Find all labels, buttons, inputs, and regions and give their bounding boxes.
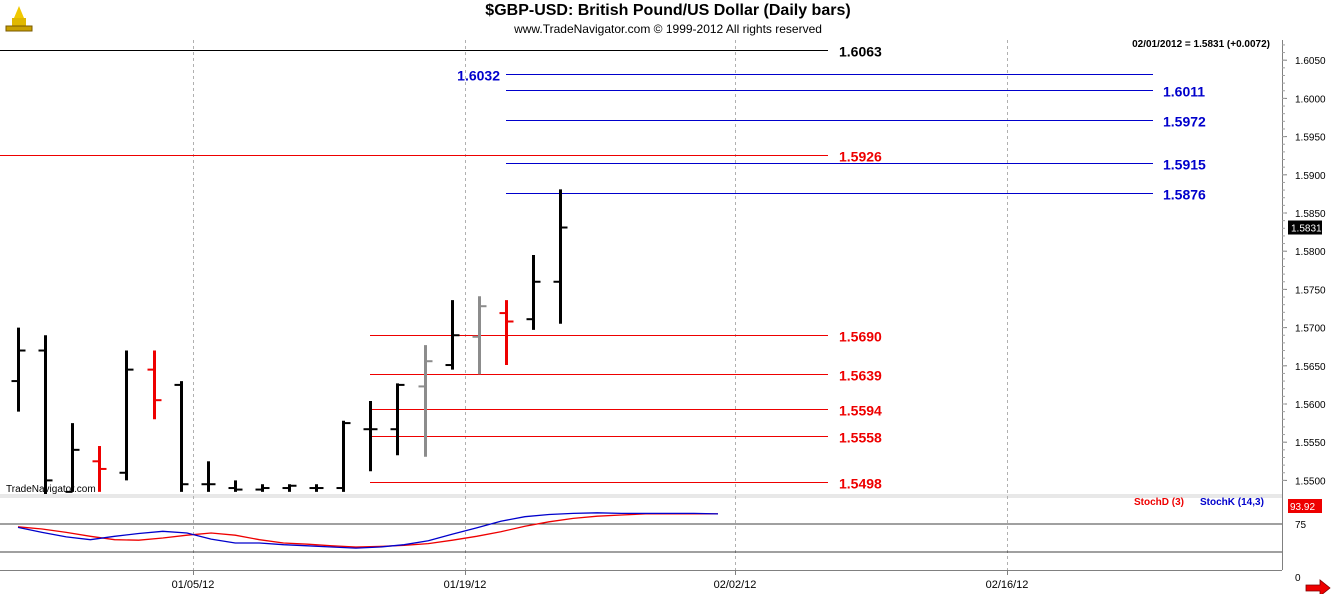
ohlc-bar (418, 345, 433, 457)
y-tick-label: 1.5700 (1295, 324, 1326, 335)
last-price-label: 1.5831 (1291, 224, 1322, 235)
price-level-label: 1.5876 (1163, 187, 1206, 203)
last-price-box (1288, 220, 1322, 235)
x-tick-label: 01/05/12 (172, 579, 215, 591)
stochastic-last-box (1288, 499, 1322, 513)
ohlc-bar (282, 484, 297, 492)
y-tick-label: 1.5650 (1295, 362, 1326, 373)
ohlc-bar (526, 255, 541, 330)
stochastic-series-line (17, 512, 719, 549)
chart-header: $GBP-USD: British Pound/US Dollar (Daily… (0, 0, 1336, 40)
panel-divider (0, 494, 1282, 498)
price-level-label: 1.5558 (839, 430, 882, 446)
x-tick-label: 02/02/12 (714, 579, 757, 591)
watermark: TradeNavigator.com (6, 484, 96, 495)
right-arrow-shape (1305, 579, 1331, 594)
y-tick-label: 1.5850 (1295, 209, 1326, 220)
stochastic-series-line (17, 513, 718, 548)
ohlc-bar (11, 327, 26, 412)
stochastic-last-label: 93.92 (1290, 502, 1315, 513)
price-level-label: 1.5498 (839, 476, 882, 492)
price-plot-area (0, 40, 1282, 494)
chart-canvas: 1.6063 1.6032 1.6011 1.5972 1.5926 1.5915 1.58… (0, 40, 1336, 594)
y-tick-label: 1.5950 (1295, 133, 1326, 144)
ohlc-bar (390, 383, 405, 456)
x-tick-label: 02/16/12 (986, 579, 1029, 591)
stochastic-plot-area (0, 498, 1282, 570)
y-tick-label: 1.5600 (1295, 400, 1326, 411)
price-level-label: 1.5690 (839, 329, 882, 345)
ohlc-bar (119, 350, 134, 481)
ohlc-bar (472, 296, 487, 375)
ohlc-bar (499, 300, 514, 366)
status-readout: 02/01/2012 = 1.5831 (+0.0072) (1132, 40, 1270, 50)
ohlc-bar (38, 335, 53, 494)
price-level-label: 1.5972 (1163, 114, 1206, 130)
price-level-label: 1.5639 (839, 368, 882, 384)
stochastic-tick-label: 0 (1295, 573, 1301, 584)
y-axis-area (1282, 40, 1336, 570)
y-tick-label: 1.5550 (1295, 438, 1326, 449)
price-level-label: 1.5915 (1163, 157, 1206, 173)
copyright-text: www.TradeNavigator.com © 1999-2012 All r… (514, 22, 822, 36)
legend-stochd: StochD (3) (1134, 497, 1184, 508)
price-level-label: 1.6011 (1163, 84, 1205, 100)
ohlc-bar (92, 446, 107, 492)
price-level-label: 1.6032 (457, 68, 500, 84)
ohlc-bar (363, 400, 378, 472)
legend-stochk: StochK (14,3) (1200, 497, 1264, 508)
ohlc-bar (445, 300, 460, 370)
ohlc-bar (309, 484, 324, 492)
ohlc-bar (228, 480, 243, 492)
price-level-label: 1.6063 (839, 44, 882, 60)
ohlc-bar (174, 381, 189, 492)
tradenavigator-logo-icon (5, 6, 33, 32)
chart-title: $GBP-USD: British Pound/US Dollar (Daily… (485, 2, 851, 19)
ohlc-bar (553, 189, 568, 324)
right-arrow-icon[interactable] (1305, 579, 1331, 594)
x-axis-area (0, 570, 1336, 594)
price-level-label: 1.5594 (839, 403, 882, 419)
y-tick-label: 1.6000 (1295, 94, 1326, 105)
price-level-label: 1.5926 (839, 149, 882, 165)
y-tick-label: 1.5800 (1295, 247, 1326, 258)
ohlc-bar (65, 423, 80, 493)
ohlc-bar (201, 461, 216, 492)
ohlc-bar (336, 420, 351, 492)
stochastic-tick-label: 75 (1295, 520, 1307, 531)
y-tick-label: 1.5750 (1295, 285, 1326, 296)
x-tick-label: 01/19/12 (444, 579, 487, 591)
y-tick-label: 1.6050 (1295, 56, 1326, 67)
y-tick-label: 1.5900 (1295, 171, 1326, 182)
ohlc-bar (147, 350, 162, 420)
y-tick-label: 1.5500 (1295, 476, 1326, 487)
ohlc-bar (255, 484, 270, 492)
